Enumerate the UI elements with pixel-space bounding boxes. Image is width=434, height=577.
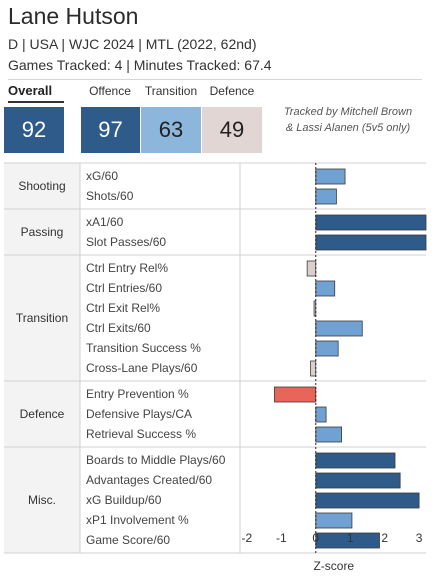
group-label: Shooting [18, 179, 65, 193]
overall-label: Overall [8, 83, 53, 98]
overall-underline [8, 101, 64, 103]
metric-label: Slot Passes/60 [86, 235, 166, 249]
bar [315, 320, 363, 337]
metric-label: Ctrl Entries/60 [86, 281, 162, 295]
metric-label: Cross-Lane Plays/60 [86, 361, 198, 375]
x-tick-label: 2 [381, 531, 388, 545]
group-label: Passing [21, 225, 64, 239]
metric-label: Shots/60 [86, 189, 134, 203]
metric-label: Ctrl Entry Rel% [86, 261, 168, 275]
player-info: D | USA | WJC 2024 | MTL (2022, 62nd) [8, 36, 257, 52]
metric-label: xG Buildup/60 [86, 493, 162, 507]
transition-score-box: 63 [141, 107, 201, 153]
bar [274, 386, 317, 403]
offence-score: 97 [98, 117, 123, 142]
group-cell-bg [4, 163, 80, 209]
bar [310, 360, 317, 377]
x-axis-label: Z-score [313, 559, 354, 573]
x-tick-label: 3 [416, 531, 423, 545]
metric-label: Entry Prevention % [86, 387, 189, 401]
player-name: Lane Hutson [8, 3, 139, 29]
bar [315, 340, 339, 357]
metric-label: Boards to Middle Plays/60 [86, 453, 226, 467]
defence-label: Defence [209, 84, 255, 98]
defence-score: 49 [219, 117, 245, 142]
tracked-by-line-2: & Lassi Alanen (5v5 only) [285, 122, 411, 134]
metric-label: xG/60 [86, 169, 118, 183]
offence-label: Offence [89, 84, 131, 98]
defence-score-box: 49 [202, 107, 262, 153]
overall-score: 92 [21, 117, 47, 142]
metric-label: Game Score/60 [86, 533, 170, 547]
metric-label: xP1 Involvement % [86, 513, 189, 527]
metric-label: xA1/60 [86, 215, 124, 229]
bar [315, 168, 346, 185]
metric-label: Transition Success % [86, 341, 201, 355]
bar [315, 406, 327, 423]
x-tick-label: 1 [347, 531, 354, 545]
x-tick-label: 0 [312, 531, 319, 545]
metric-label: Retrieval Success % [86, 427, 196, 441]
bar [315, 234, 427, 251]
x-tick-label: -1 [276, 531, 287, 545]
bar [315, 214, 427, 231]
transition-score: 63 [158, 117, 184, 142]
bar [315, 188, 337, 205]
group-cell-bg [4, 209, 80, 255]
transition-label: Transition [144, 84, 198, 98]
group-cell-bg [4, 447, 80, 553]
metric-label: Ctrl Exit Rel% [86, 301, 160, 315]
x-tick-label: -2 [242, 531, 253, 545]
bar [315, 280, 336, 297]
tracked-by-note: Tracked by Mitchell Brown & Lassi Alanen… [268, 104, 428, 136]
bar [315, 492, 420, 509]
overall-score-box: 92 [4, 107, 64, 153]
group-label: Misc. [28, 493, 56, 507]
bar [315, 426, 343, 443]
group-cell-bg [4, 255, 80, 381]
bar [315, 472, 401, 489]
metric-label: Defensive Plays/CA [86, 407, 192, 421]
metric-label: Ctrl Exits/60 [86, 321, 151, 335]
metric-label: Advantages Created/60 [86, 473, 212, 487]
bar [315, 452, 396, 469]
group-cell-bg [4, 381, 80, 447]
group-label: Defence [20, 407, 65, 421]
offence-score-box: 97 [81, 107, 140, 153]
header-divider [8, 79, 422, 80]
bar [315, 512, 353, 529]
group-label: Transition [16, 311, 68, 325]
bar [306, 260, 317, 277]
tracked-by-line-1: Tracked by Mitchell Brown [283, 106, 413, 118]
tracking-summary: Games Tracked: 4 | Minutes Tracked: 67.4 [8, 57, 272, 73]
